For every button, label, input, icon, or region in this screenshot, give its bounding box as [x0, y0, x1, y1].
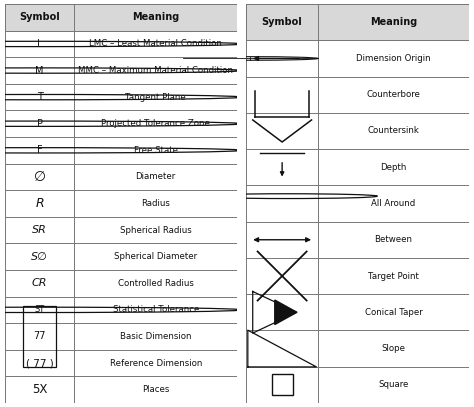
Text: Radius: Radius	[141, 199, 170, 208]
Bar	[23, 306, 56, 367]
Text: MMC – Maximum Material Condition: MMC – Maximum Material Condition	[78, 66, 233, 75]
Text: Reference Dimension: Reference Dimension	[109, 359, 202, 368]
Text: Conical Taper: Conical Taper	[365, 308, 422, 317]
Text: Slope: Slope	[382, 344, 406, 353]
Text: Depth: Depth	[380, 163, 407, 172]
Text: Square: Square	[378, 380, 409, 389]
Text: All Around: All Around	[372, 199, 416, 208]
Text: Meaning: Meaning	[132, 12, 179, 22]
Text: Places: Places	[142, 385, 169, 394]
Text: R: R	[35, 197, 44, 210]
Text: P: P	[36, 119, 43, 129]
Text: 5X: 5X	[32, 383, 47, 396]
Text: Counterbore: Counterbore	[366, 90, 420, 99]
Text: F: F	[37, 145, 42, 155]
Bar	[246, 4, 469, 40]
Text: Controlled Radius: Controlled Radius	[118, 279, 194, 288]
Text: ∅: ∅	[34, 170, 46, 184]
Text: Diameter: Diameter	[136, 173, 176, 182]
Text: Statistical Tolerance: Statistical Tolerance	[112, 305, 199, 314]
Text: LMC – Least Material Condition: LMC – Least Material Condition	[89, 39, 222, 48]
Text: Projected Tolerance Zone: Projected Tolerance Zone	[101, 119, 210, 128]
Text: Spherical Radius: Spherical Radius	[120, 225, 191, 234]
Text: Dimension Origin: Dimension Origin	[356, 54, 431, 63]
Text: Symbol: Symbol	[19, 12, 60, 22]
Text: Meaning: Meaning	[370, 17, 417, 27]
Bar	[272, 374, 292, 395]
Text: Spherical Diameter: Spherical Diameter	[114, 252, 197, 261]
Text: 77: 77	[33, 331, 46, 341]
Text: Free State: Free State	[134, 146, 178, 155]
Text: SR: SR	[32, 225, 47, 235]
Text: T: T	[36, 92, 43, 102]
Polygon shape	[275, 300, 297, 324]
Text: Countersink: Countersink	[367, 127, 419, 136]
Text: Basic Dimension: Basic Dimension	[120, 332, 191, 341]
Text: S∅: S∅	[31, 252, 48, 262]
Text: M: M	[36, 66, 44, 76]
Text: ( 77 ): ( 77 )	[26, 358, 54, 368]
Text: CR: CR	[32, 278, 47, 288]
Text: Between: Between	[374, 235, 412, 244]
Text: ST: ST	[35, 305, 45, 314]
Text: Tangent Plane: Tangent Plane	[125, 93, 186, 102]
Bar	[5, 4, 237, 31]
Text: L: L	[37, 39, 42, 49]
Text: Target Point: Target Point	[368, 271, 419, 280]
Text: Symbol: Symbol	[262, 17, 302, 27]
